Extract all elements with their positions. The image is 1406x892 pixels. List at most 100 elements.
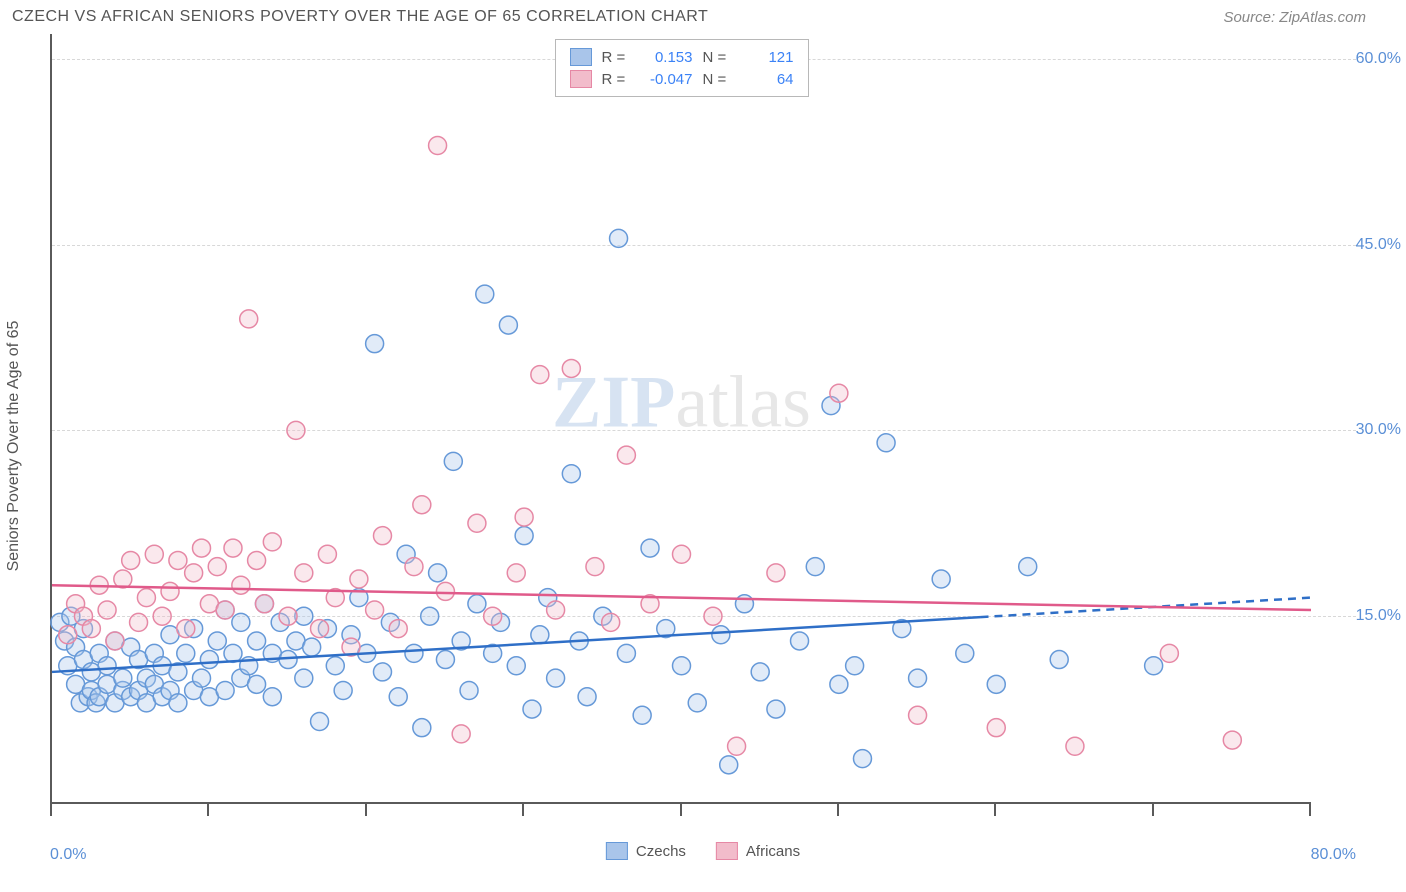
scatter-point: [279, 607, 297, 625]
scatter-point: [1050, 651, 1068, 669]
stats-row: R =0.153N =121: [570, 46, 794, 68]
scatter-point: [389, 620, 407, 638]
scatter-point: [263, 533, 281, 551]
scatter-point: [248, 551, 266, 569]
scatter-point: [507, 564, 525, 582]
scatter-point: [515, 527, 533, 545]
legend-swatch: [570, 70, 592, 88]
x-tick: [50, 804, 52, 816]
scatter-point: [720, 756, 738, 774]
scatter-point: [59, 626, 77, 644]
scatter-point: [413, 719, 431, 737]
scatter-point: [846, 657, 864, 675]
scatter-point: [295, 564, 313, 582]
scatter-point: [578, 688, 596, 706]
y-tick-label: 15.0%: [1321, 607, 1401, 625]
scatter-point: [122, 551, 140, 569]
chart-title: CZECH VS AFRICAN SENIORS POVERTY OVER TH…: [12, 8, 708, 26]
x-tick: [837, 804, 839, 816]
scatter-point: [617, 644, 635, 662]
scatter-point: [429, 136, 447, 154]
scatter-point: [484, 607, 502, 625]
scatter-point: [334, 682, 352, 700]
scatter-point: [956, 644, 974, 662]
scatter-point: [98, 657, 116, 675]
scatter-point: [366, 335, 384, 353]
x-axis-min-label: 0.0%: [50, 846, 86, 864]
scatter-point: [987, 675, 1005, 693]
legend-entry: Czechs: [606, 842, 686, 860]
scatter-point: [1160, 644, 1178, 662]
series-legend: Czechs Africans: [606, 842, 800, 860]
scatter-point: [476, 285, 494, 303]
x-tick: [1309, 804, 1311, 816]
scatter-point: [1066, 737, 1084, 755]
stat-n-label: N =: [703, 49, 729, 66]
scatter-point: [350, 570, 368, 588]
scatter-point: [248, 632, 266, 650]
scatter-point: [547, 669, 565, 687]
x-tick: [994, 804, 996, 816]
scatter-point: [523, 700, 541, 718]
scatter-point: [791, 632, 809, 650]
scatter-point: [1223, 731, 1241, 749]
scatter-point: [216, 601, 234, 619]
scatter-point: [137, 589, 155, 607]
stat-r-label: R =: [602, 71, 628, 88]
scatter-point: [830, 384, 848, 402]
scatter-point: [531, 366, 549, 384]
scatter-point: [216, 682, 234, 700]
x-axis-max-label: 80.0%: [1311, 846, 1356, 864]
scatter-point: [295, 669, 313, 687]
scatter-point: [421, 607, 439, 625]
scatter-point: [909, 706, 927, 724]
scatter-point: [444, 452, 462, 470]
legend-swatch: [716, 842, 738, 860]
scatter-point: [389, 688, 407, 706]
y-tick-label: 60.0%: [1321, 50, 1401, 68]
scatter-point: [712, 626, 730, 644]
scatter-point: [193, 539, 211, 557]
scatter-point: [303, 638, 321, 656]
scatter-point: [169, 551, 187, 569]
scatter-point: [161, 582, 179, 600]
scatter-point: [436, 582, 454, 600]
scatter-point: [562, 465, 580, 483]
stat-r-value: -0.047: [638, 71, 693, 88]
scatter-point: [562, 359, 580, 377]
scatter-point: [413, 496, 431, 514]
y-axis-label: Seniors Poverty Over the Age of 65: [5, 321, 23, 572]
scatter-point: [185, 564, 203, 582]
legend-swatch: [570, 48, 592, 66]
x-tick: [365, 804, 367, 816]
scatter-point: [98, 601, 116, 619]
scatter-point: [366, 601, 384, 619]
scatter-point: [673, 545, 691, 563]
scatter-point: [1019, 558, 1037, 576]
scatter-point: [767, 700, 785, 718]
y-tick-label: 45.0%: [1321, 236, 1401, 254]
scatter-point: [767, 564, 785, 582]
legend-swatch: [606, 842, 628, 860]
chart-container: ZIPatlas 15.0%30.0%45.0%60.0% R =0.153N …: [50, 34, 1311, 804]
scatter-point: [169, 694, 187, 712]
stats-row: R =-0.047N =64: [570, 68, 794, 90]
scatter-point: [208, 632, 226, 650]
scatter-point: [830, 675, 848, 693]
scatter-plot-svg: [52, 34, 1311, 802]
scatter-point: [145, 545, 163, 563]
trend-line: [52, 585, 1311, 610]
legend-entry: Africans: [716, 842, 800, 860]
scatter-point: [853, 750, 871, 768]
scatter-point: [452, 725, 470, 743]
scatter-point: [436, 651, 454, 669]
scatter-point: [318, 545, 336, 563]
y-tick-label: 30.0%: [1321, 421, 1401, 439]
scatter-point: [610, 229, 628, 247]
scatter-point: [263, 688, 281, 706]
scatter-point: [806, 558, 824, 576]
scatter-point: [499, 316, 517, 334]
scatter-point: [311, 620, 329, 638]
stat-n-label: N =: [703, 71, 729, 88]
x-tick: [207, 804, 209, 816]
